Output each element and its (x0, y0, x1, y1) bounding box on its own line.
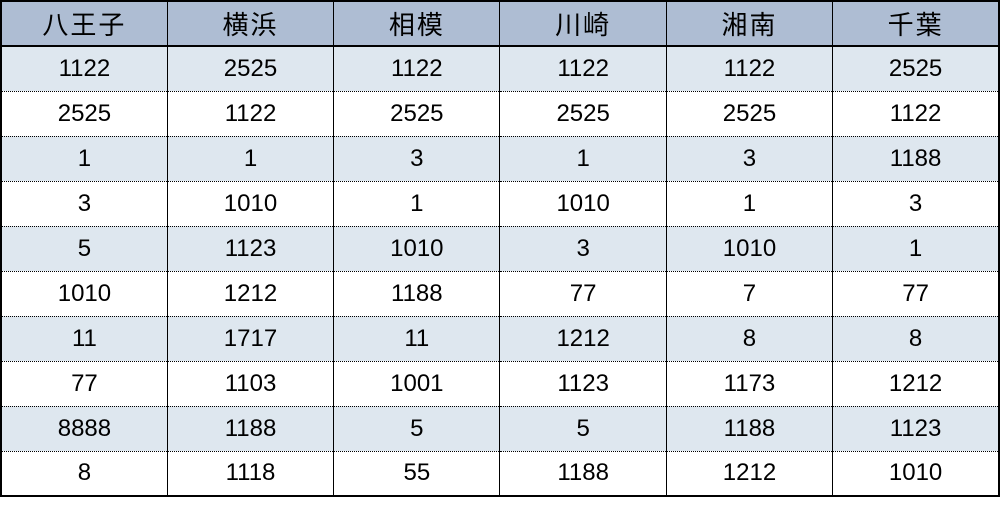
table-cell: 7 (666, 271, 832, 316)
table-cell: 3 (500, 226, 666, 271)
table-cell: 1123 (500, 361, 666, 406)
column-header: 千葉 (833, 1, 999, 46)
table-cell: 1717 (167, 316, 333, 361)
table-cell: 1 (666, 181, 832, 226)
table-cell: 8 (666, 316, 832, 361)
table-cell: 1212 (666, 451, 832, 496)
table-header: 八王子横浜相模川崎湘南千葉 (1, 1, 999, 46)
table-cell: 3 (666, 136, 832, 181)
table-row: 7711031001112311731212 (1, 361, 999, 406)
table-cell: 2525 (1, 91, 167, 136)
table-cell: 1010 (334, 226, 500, 271)
table-cell: 1122 (500, 46, 666, 91)
table-cell: 5 (500, 406, 666, 451)
table-cell: 1 (167, 136, 333, 181)
table-row: 511231010310101 (1, 226, 999, 271)
table-cell: 1188 (167, 406, 333, 451)
column-header: 相模 (334, 1, 500, 46)
table-cell: 8888 (1, 406, 167, 451)
table-cell: 1 (833, 226, 999, 271)
table-cell: 1118 (167, 451, 333, 496)
table-cell: 1173 (666, 361, 832, 406)
table-cell: 8 (1, 451, 167, 496)
table-cell: 1 (500, 136, 666, 181)
table-cell: 11 (334, 316, 500, 361)
table-cell: 1188 (500, 451, 666, 496)
table-body: 1122252511221122112225252525112225252525… (1, 46, 999, 496)
table-row: 113131188 (1, 136, 999, 181)
column-header: 湘南 (666, 1, 832, 46)
table-cell: 8 (833, 316, 999, 361)
table-cell: 3 (1, 181, 167, 226)
table-cell: 1010 (1, 271, 167, 316)
table-cell: 77 (500, 271, 666, 316)
table-cell: 1188 (334, 271, 500, 316)
table-cell: 5 (334, 406, 500, 451)
table-cell: 1122 (334, 46, 500, 91)
table-row: 10101212118877777 (1, 271, 999, 316)
data-table-container: 八王子横浜相模川崎湘南千葉 11222525112211221122252525… (0, 0, 1000, 497)
table-cell: 3 (833, 181, 999, 226)
table-cell: 2525 (833, 46, 999, 91)
table-cell: 1 (334, 181, 500, 226)
table-cell: 1010 (167, 181, 333, 226)
table-cell: 1123 (167, 226, 333, 271)
table-cell: 1122 (666, 46, 832, 91)
table-row: 112225251122112211222525 (1, 46, 999, 91)
column-header: 八王子 (1, 1, 167, 46)
table-cell: 1123 (833, 406, 999, 451)
table-cell: 1122 (167, 91, 333, 136)
table-row: 310101101013 (1, 181, 999, 226)
table-cell: 1212 (833, 361, 999, 406)
table-cell: 1188 (833, 136, 999, 181)
table-cell: 2525 (666, 91, 832, 136)
table-cell: 1001 (334, 361, 500, 406)
data-table: 八王子横浜相模川崎湘南千葉 11222525112211221122252525… (0, 0, 1000, 497)
table-cell: 5 (1, 226, 167, 271)
table-row: 252511222525252525251122 (1, 91, 999, 136)
table-row: 888811885511881123 (1, 406, 999, 451)
table-cell: 1188 (666, 406, 832, 451)
table-cell: 2525 (334, 91, 500, 136)
table-row: 11171711121288 (1, 316, 999, 361)
table-cell: 1 (1, 136, 167, 181)
table-cell: 3 (334, 136, 500, 181)
table-cell: 77 (1, 361, 167, 406)
table-cell: 1010 (833, 451, 999, 496)
column-header: 川崎 (500, 1, 666, 46)
table-cell: 11 (1, 316, 167, 361)
table-cell: 2525 (167, 46, 333, 91)
table-row: 8111855118812121010 (1, 451, 999, 496)
table-cell: 1010 (500, 181, 666, 226)
table-cell: 1010 (666, 226, 832, 271)
table-cell: 77 (833, 271, 999, 316)
table-cell: 1103 (167, 361, 333, 406)
table-cell: 1122 (833, 91, 999, 136)
table-cell: 1122 (1, 46, 167, 91)
table-cell: 55 (334, 451, 500, 496)
table-cell: 2525 (500, 91, 666, 136)
table-cell: 1212 (167, 271, 333, 316)
table-cell: 1212 (500, 316, 666, 361)
column-header: 横浜 (167, 1, 333, 46)
